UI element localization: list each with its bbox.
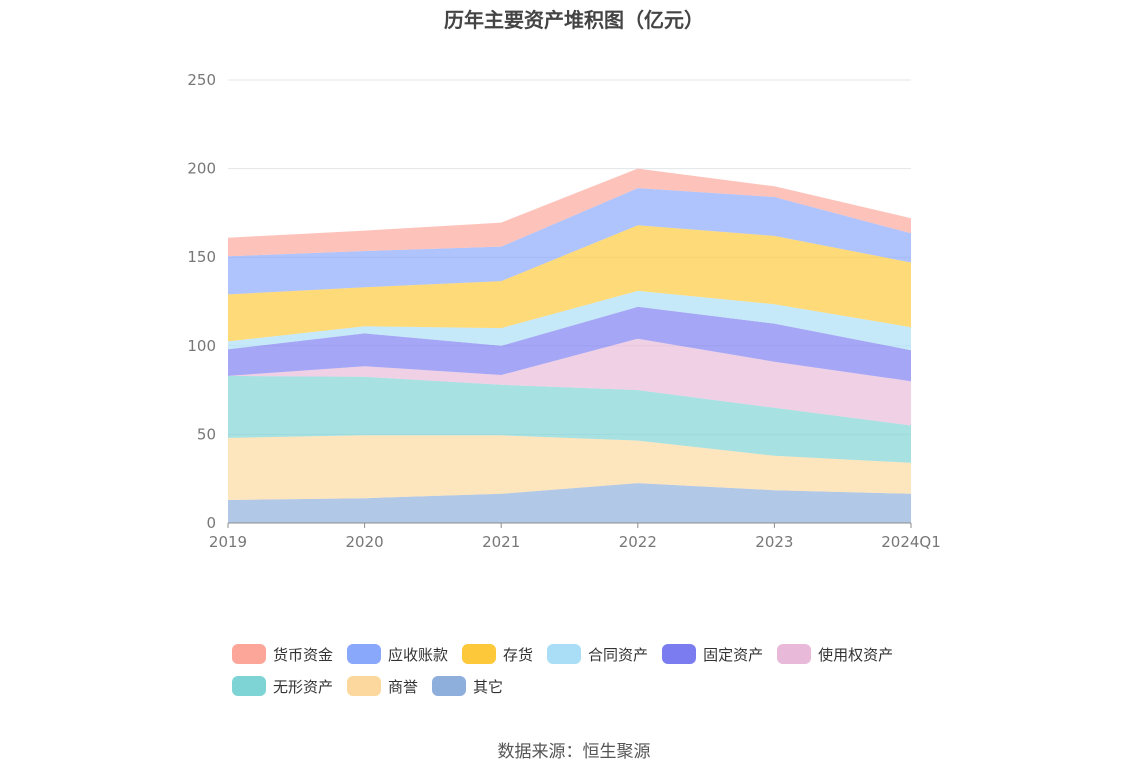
chart-title: 历年主要资产堆积图（亿元） (444, 8, 704, 32)
y-tick-label: 250 (187, 71, 216, 89)
y-tick-label: 50 (197, 425, 216, 443)
legend-label: 无形资产 (273, 677, 334, 696)
area-使用权资产 (228, 338, 911, 426)
legend-item[interactable]: 固定资产 (662, 644, 763, 665)
legend-label: 货币资金 (273, 645, 334, 664)
legend-swatch (347, 644, 382, 664)
x-tick-label: 2021 (482, 533, 520, 551)
legend-swatch (347, 676, 382, 696)
area-存货 (228, 225, 911, 342)
x-tick-label: 2020 (346, 533, 384, 551)
legend-item[interactable]: 其它 (432, 676, 503, 697)
legend-label: 合同资产 (588, 645, 649, 664)
legend-item[interactable]: 应收账款 (347, 644, 448, 665)
x-tick-label: 2022 (619, 533, 657, 551)
x-tick-label: 2019 (209, 533, 247, 551)
legend-label: 固定资产 (703, 645, 764, 664)
legend: 货币资金 应收账款 存货 合同资产 固定资产 使用权资产无形资产 商誉 其它 (232, 638, 932, 702)
legend-label: 存货 (503, 645, 534, 664)
area-series (228, 168, 911, 523)
legend-label: 应收账款 (388, 645, 449, 664)
legend-swatch (232, 676, 266, 696)
legend-item[interactable]: 存货 (462, 644, 533, 665)
legend-row: 货币资金 应收账款 存货 合同资产 固定资产 使用权资产 (232, 638, 932, 670)
y-tick-label: 150 (187, 248, 216, 266)
area-货币资金 (228, 168, 911, 257)
legend-label: 其它 (473, 677, 504, 696)
area-应收账款 (228, 188, 911, 295)
legend-swatch (232, 644, 266, 664)
legend-item[interactable]: 商誉 (347, 676, 418, 697)
area-固定资产 (228, 306, 911, 382)
legend-swatch (547, 644, 582, 664)
legend-swatch (662, 644, 697, 664)
legend-item[interactable]: 货币资金 (232, 644, 333, 665)
area-商誉 (228, 435, 911, 500)
legend-label: 使用权资产 (818, 645, 894, 664)
legend-swatch (777, 644, 812, 664)
y-tick-label: 0 (206, 514, 216, 532)
legend-swatch (462, 644, 497, 664)
legend-row: 无形资产 商誉 其它 (232, 670, 932, 702)
data-source-note: 数据来源：恒生聚源 (497, 742, 651, 762)
legend-item[interactable]: 无形资产 (232, 676, 333, 697)
legend-item[interactable]: 合同资产 (547, 644, 648, 665)
axes: 0 50 100 150 200 250 2019 2020 2021 2022 2023 2024Q… (187, 71, 940, 551)
legend-item[interactable]: 使用权资产 (777, 644, 893, 665)
area-合同资产 (228, 290, 911, 351)
area-其它 (228, 483, 911, 523)
legend-swatch (432, 676, 467, 696)
y-tick-label: 200 (187, 160, 216, 178)
x-tick-label: 2024Q1 (881, 533, 941, 551)
x-tick-label: 2023 (755, 533, 793, 551)
legend-label: 商誉 (388, 677, 419, 696)
area-无形资产 (228, 375, 911, 463)
y-tick-label: 100 (187, 337, 216, 355)
